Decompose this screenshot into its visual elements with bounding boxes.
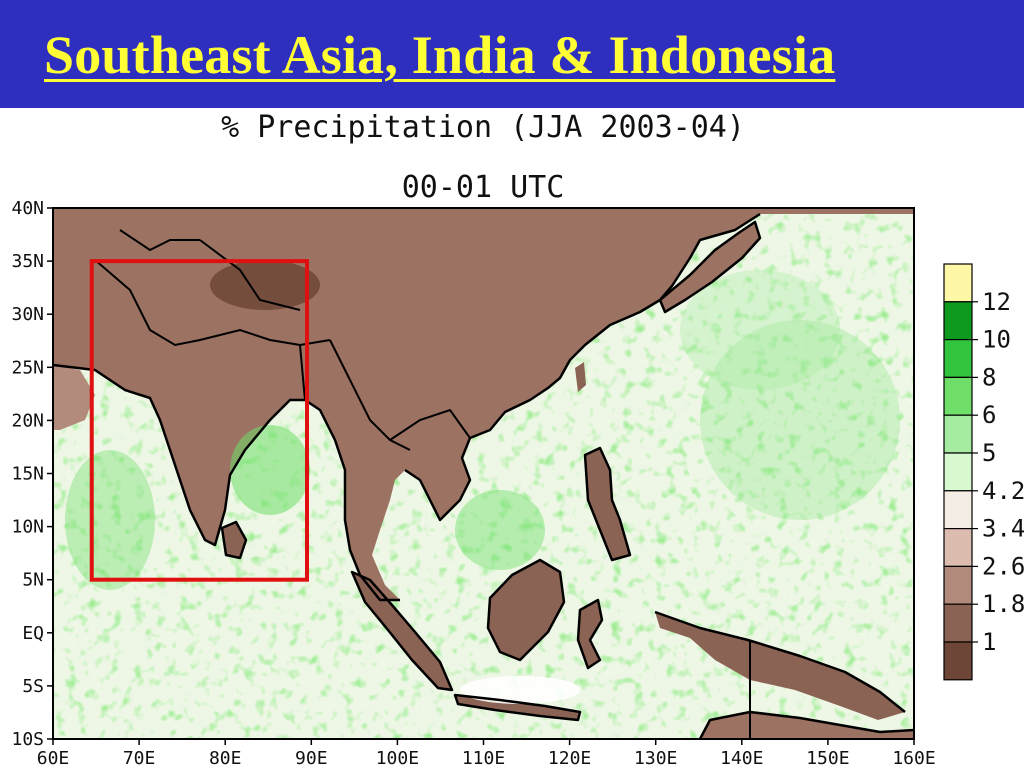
map-title: % Precipitation (JJA 2003-04) — [221, 110, 745, 145]
landmass-sumatra — [352, 572, 452, 690]
legend-label: 12 — [982, 288, 1011, 316]
lon-label: 80E — [209, 748, 242, 768]
map-plot-area — [52, 207, 915, 740]
landmass-philippines — [585, 448, 630, 560]
lat-label: 20N — [11, 410, 44, 431]
legend-swatch — [943, 339, 973, 379]
legend-label: 8 — [982, 363, 996, 391]
slide-title: Southeast Asia, India & Indonesia — [44, 25, 836, 85]
legend-swatch — [943, 414, 973, 454]
legend-swatch — [943, 301, 973, 341]
title-bar: Southeast Asia, India & Indonesia — [0, 0, 1024, 108]
lon-label: 110E — [462, 748, 505, 768]
legend-swatch — [943, 490, 973, 530]
lon-label: 140E — [720, 748, 763, 768]
legend-label: 1.8 — [982, 590, 1024, 618]
legend-label: 6 — [982, 401, 996, 429]
wet-patch-bay-of-bengal — [230, 425, 310, 515]
color-legend: 12 10 8 6 5 4.2 3.4 2.6 1.8 1 — [943, 263, 1024, 681]
lat-label: 35N — [11, 251, 44, 272]
legend-label: 10 — [982, 326, 1011, 354]
legend-label: 2.6 — [982, 552, 1024, 580]
landmass-japan — [660, 222, 760, 312]
landmass-new-guinea — [655, 612, 905, 720]
lat-label: EQ — [22, 623, 44, 644]
highlight-box — [89, 259, 309, 582]
lon-label: 120E — [548, 748, 591, 768]
lat-label: 25N — [11, 357, 44, 378]
lon-label: 90E — [295, 748, 328, 768]
dry-patch-tibet — [210, 260, 320, 310]
legend-swatch — [943, 376, 973, 416]
coastlines — [53, 212, 914, 739]
study-region-box — [89, 259, 309, 582]
wet-patch-pacific-north — [680, 270, 840, 390]
lat-label: 10N — [11, 517, 44, 538]
latitude-labels: 40N 35N 30N 25N 20N 15N 10N 5N EQ 5S 10S — [11, 198, 44, 750]
legend-swatch — [943, 641, 973, 681]
lat-label: 30N — [11, 304, 44, 325]
legend-label: 3.4 — [982, 515, 1024, 543]
lon-label: 150E — [806, 748, 849, 768]
landmass-sulawesi — [578, 600, 602, 668]
wet-patch-south-china-sea — [455, 490, 545, 570]
landmass-australia — [700, 712, 914, 739]
legend-swatch — [943, 565, 973, 605]
wet-patch-arabian-sea — [65, 450, 155, 590]
landmass-taiwan — [575, 362, 586, 392]
wet-patch-pacific — [700, 320, 900, 520]
map-subtitle: 00-01 UTC — [401, 170, 565, 205]
lon-label: 60E — [37, 748, 70, 768]
lon-label: 100E — [376, 748, 419, 768]
longitude-labels: 60E 70E 80E 90E 100E 110E 120E 130E 140E 150E 160E — [37, 748, 936, 768]
legend-label: 1 — [982, 628, 996, 656]
lat-label: 10S — [11, 729, 44, 750]
legend-swatch — [943, 603, 973, 643]
lat-label: 40N — [11, 198, 44, 219]
country-borders — [94, 229, 751, 739]
axis-ticks — [47, 207, 915, 745]
lat-label: 5S — [22, 676, 44, 697]
lon-label: 160E — [892, 748, 935, 768]
lat-label: 5N — [22, 570, 44, 591]
landmass-arabia-west — [53, 365, 95, 430]
lat-label: 15N — [11, 464, 44, 485]
lon-label: 70E — [123, 748, 156, 768]
legend-swatch — [943, 263, 973, 303]
lon-label: 130E — [634, 748, 677, 768]
legend-label: 5 — [982, 439, 996, 467]
legend-swatch — [943, 527, 973, 567]
wet-patch-java-sea — [460, 676, 580, 704]
legend-swatch — [943, 452, 973, 492]
legend-label: 4.2 — [982, 477, 1024, 505]
